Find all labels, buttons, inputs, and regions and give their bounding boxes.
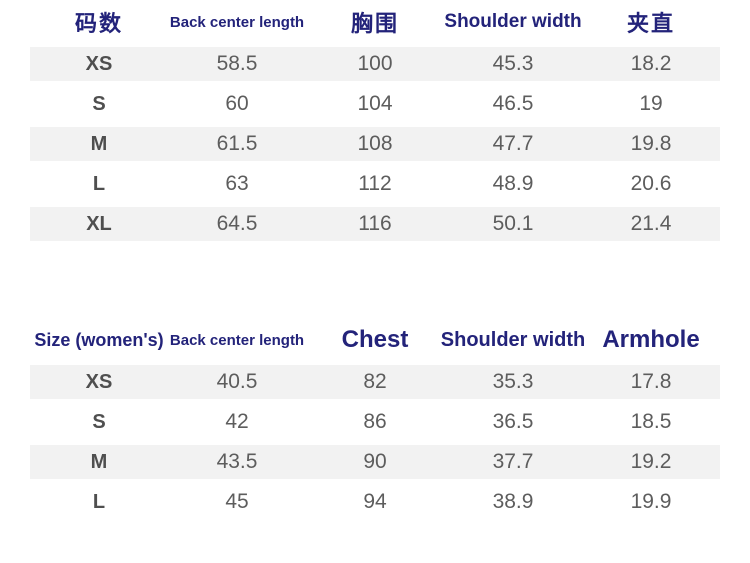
shoulder-width-cell: 37.7 [492, 450, 534, 473]
shoulder-width-cell: 36.5 [492, 410, 534, 433]
back-center-length-cell: 43.5 [216, 450, 258, 473]
back-center-length-cell: 61.5 [216, 132, 258, 155]
column-header-chest: Chest [341, 326, 409, 353]
shoulder-width-cell: 46.5 [492, 92, 534, 115]
back-center-length-cell: 45 [225, 490, 249, 513]
table-row: XL 64.5 116 50.1 21.4 [30, 204, 720, 244]
size-cell: M [90, 450, 108, 473]
table-row: M 43.5 90 37.7 19.2 [30, 442, 720, 482]
chest-cell: 100 [357, 52, 393, 75]
size-table-womens: Size (women's) Back center length Chest … [30, 318, 720, 522]
chest-cell: 82 [363, 370, 387, 393]
armhole-cell: 18.2 [630, 52, 672, 75]
armhole-cell: 19.9 [630, 490, 672, 513]
column-header-armhole: 夹直 [626, 11, 675, 36]
back-center-length-cell: 63 [225, 172, 249, 195]
back-center-length-cell: 60 [225, 92, 249, 115]
size-cell: XS [85, 370, 113, 393]
chest-cell: 112 [358, 172, 392, 195]
armhole-cell: 18.5 [630, 410, 672, 433]
armhole-cell: 20.6 [630, 172, 672, 195]
size-cell: S [92, 92, 106, 115]
column-header-size: 码数 [74, 11, 123, 36]
table-row: L 45 94 38.9 19.9 [30, 482, 720, 522]
armhole-cell: 19 [639, 92, 663, 115]
column-header-back-center-length: Back center length [169, 331, 305, 349]
table-row: XS 40.5 82 35.3 17.8 [30, 362, 720, 402]
table-row: L 63 112 48.9 20.6 [30, 164, 720, 204]
back-center-length-cell: 58.5 [216, 52, 258, 75]
table-row: S 42 86 36.5 18.5 [30, 402, 720, 442]
table-row: XS 58.5 100 45.3 18.2 [30, 44, 720, 84]
armhole-cell: 17.8 [630, 370, 672, 393]
armhole-cell: 19.2 [630, 450, 672, 473]
shoulder-width-cell: 38.9 [492, 490, 534, 513]
chest-cell: 116 [358, 212, 392, 235]
chest-cell: 108 [357, 132, 393, 155]
armhole-cell: 21.4 [630, 212, 672, 235]
chest-cell: 90 [363, 450, 387, 473]
chest-cell: 104 [357, 92, 393, 115]
size-table-top: 码数 Back center length 胸围 Shoulder width … [30, 0, 720, 244]
column-header-size: Size (women's) [34, 329, 164, 350]
size-cell: L [92, 172, 106, 195]
chest-cell: 86 [363, 410, 387, 433]
shoulder-width-cell: 47.7 [492, 132, 534, 155]
size-cell: S [92, 410, 106, 433]
shoulder-width-cell: 48.9 [492, 172, 534, 195]
column-header-armhole: Armhole [602, 326, 700, 353]
shoulder-width-cell: 35.3 [492, 370, 534, 393]
size-cell: XL [86, 212, 112, 235]
shoulder-width-cell: 45.3 [492, 52, 534, 75]
header-row: Size (women's) Back center length Chest … [30, 318, 720, 362]
armhole-cell: 19.8 [630, 132, 672, 155]
size-cell: XS [85, 52, 113, 75]
column-header-shoulder-width: Shoulder width [440, 328, 586, 351]
column-header-back-center-length: Back center length [169, 13, 305, 31]
size-cell: L [92, 490, 106, 513]
back-center-length-cell: 42 [225, 410, 249, 433]
chest-cell: 94 [363, 490, 387, 513]
size-cell: M [90, 132, 108, 155]
shoulder-width-cell: 50.1 [492, 212, 534, 235]
table-row: M 61.5 108 47.7 19.8 [30, 124, 720, 164]
back-center-length-cell: 40.5 [216, 370, 258, 393]
table-row: S 60 104 46.5 19 [30, 84, 720, 124]
column-header-shoulder-width: Shoulder width [444, 11, 582, 32]
back-center-length-cell: 64.5 [216, 212, 258, 235]
column-header-chest: 胸围 [350, 11, 399, 36]
header-row: 码数 Back center length 胸围 Shoulder width … [30, 0, 720, 44]
